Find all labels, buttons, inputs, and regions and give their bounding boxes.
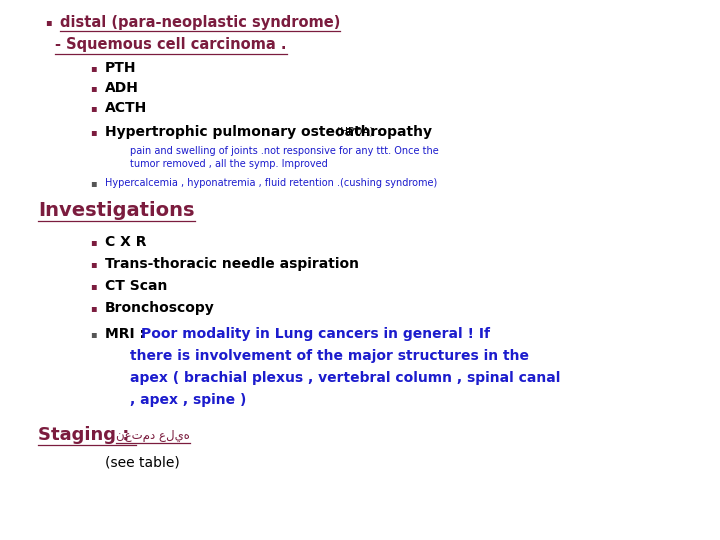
Text: tumor removed , all the symp. Improved: tumor removed , all the symp. Improved [130,159,328,169]
Text: Hypercalcemia , hyponatremia , fluid retention .(cushing syndrome): Hypercalcemia , hyponatremia , fluid ret… [105,178,437,188]
Text: ▪: ▪ [90,259,96,269]
Text: distal (para-neoplastic syndrome): distal (para-neoplastic syndrome) [60,15,341,30]
Text: ▪: ▪ [90,83,96,93]
Text: ▪: ▪ [90,127,96,137]
Text: , apex , spine ): , apex , spine ) [130,393,246,407]
Text: ADH: ADH [105,81,139,95]
Text: ▪: ▪ [90,281,96,291]
Text: ▪: ▪ [45,17,52,27]
Text: ▪: ▪ [90,63,96,73]
Text: CT Scan: CT Scan [105,279,167,293]
Text: Staging :: Staging : [38,426,135,444]
Text: Bronchoscopy: Bronchoscopy [105,301,215,315]
Text: (see table): (see table) [105,455,180,469]
Text: pain and swelling of joints .not responsive for any ttt. Once the: pain and swelling of joints .not respons… [130,146,438,156]
Text: MRI :: MRI : [105,327,150,341]
Text: Trans-thoracic needle aspiration: Trans-thoracic needle aspiration [105,257,359,271]
Text: - Squemous cell carcinoma .: - Squemous cell carcinoma . [55,37,287,52]
Text: Hypertrophic pulmonary osteoathropathy: Hypertrophic pulmonary osteoathropathy [105,125,432,139]
Text: PTH: PTH [105,61,137,75]
Text: ▪: ▪ [90,178,96,188]
Text: ▪: ▪ [90,103,96,113]
Text: ▪: ▪ [90,237,96,247]
Text: نعتمد عليه: نعتمد عليه [116,429,190,442]
Text: Poor modality in Lung cancers in general ! If: Poor modality in Lung cancers in general… [141,327,490,341]
Text: ACTH: ACTH [105,101,148,115]
Text: apex ( brachial plexus , vertebral column , spinal canal: apex ( brachial plexus , vertebral colum… [130,371,560,385]
Text: Investigations: Investigations [38,200,194,219]
Text: ▪: ▪ [90,303,96,313]
Text: C X R: C X R [105,235,146,249]
Text: ▪: ▪ [90,329,96,339]
Text: (HPOA) :: (HPOA) : [333,127,380,137]
Text: there is involvement of the major structures in the: there is involvement of the major struct… [130,349,529,363]
